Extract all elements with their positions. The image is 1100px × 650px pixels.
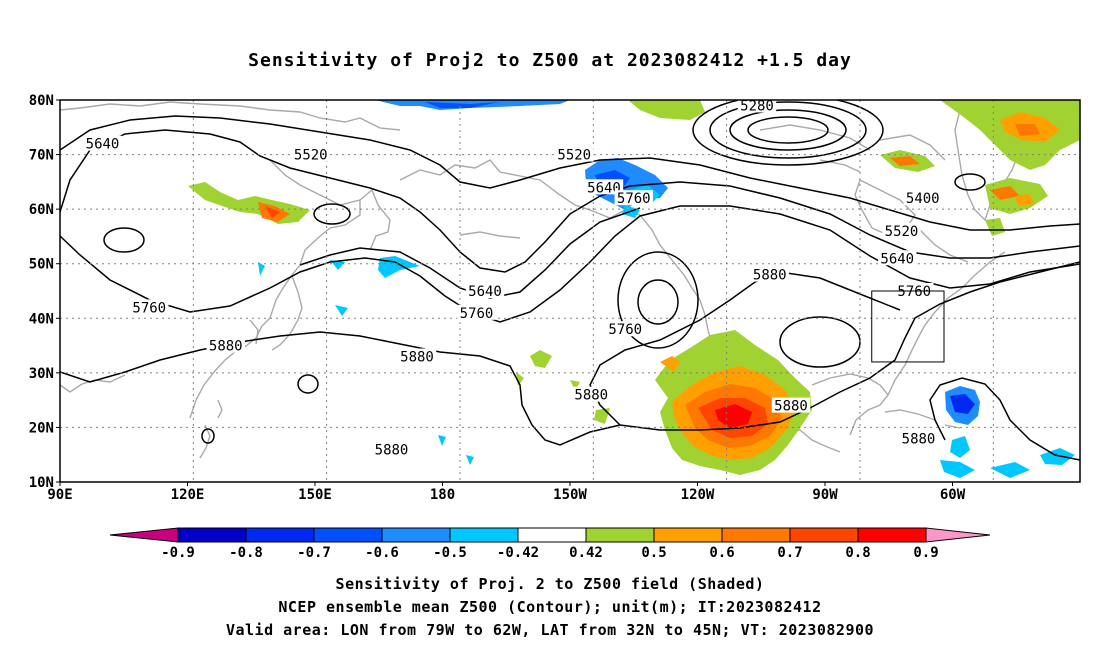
colorbar-label: -0.8 bbox=[229, 545, 263, 561]
colorbar-segment bbox=[449, 527, 519, 543]
colorbar-label: -0.6 bbox=[365, 545, 399, 561]
contour-label: 5640 bbox=[880, 251, 914, 267]
lon-tick-label: 120W bbox=[681, 487, 715, 503]
colorbar-segment bbox=[585, 527, 655, 543]
contour-label-bg bbox=[614, 190, 653, 206]
colorbar-label: -0.9 bbox=[161, 545, 195, 561]
colorbar-segment bbox=[245, 527, 315, 543]
contour-label-bg bbox=[291, 146, 330, 162]
contour-label-bg bbox=[771, 397, 811, 413]
colorbar-segment bbox=[517, 527, 587, 543]
colorbar-high-extend bbox=[925, 527, 991, 543]
sensitivity-shading bbox=[188, 100, 1080, 478]
contour-label: 5760 bbox=[132, 300, 166, 316]
contour-label: 5520 bbox=[885, 224, 919, 240]
lat-tick-label: 40N bbox=[29, 311, 54, 327]
lon-tick-label: 150E bbox=[298, 487, 332, 503]
contour-label: 5280 bbox=[740, 98, 774, 114]
colorbar-segment bbox=[381, 527, 451, 543]
lat-tick-label: 30N bbox=[29, 366, 54, 382]
colorbar-segment bbox=[313, 527, 383, 543]
contour-label-bg bbox=[457, 304, 496, 320]
lon-tick-label: 150W bbox=[553, 487, 587, 503]
colorbar-label: 0.5 bbox=[641, 545, 666, 561]
contour-label-bg bbox=[878, 250, 917, 266]
contour-label: 5760 bbox=[608, 322, 642, 338]
colorbar: -0.9 -0.8 -0.7 -0.6 -0.5 -0.42 0.42 0.5 0.6 0.7 0.… bbox=[109, 527, 991, 561]
contour-label: 5640 bbox=[86, 137, 120, 153]
contour-label: 5520 bbox=[557, 148, 591, 164]
caption-line-2: NCEP ensemble mean Z500 (Contour); unit(… bbox=[278, 598, 822, 616]
colorbar-label: 0.42 bbox=[569, 545, 603, 561]
contour-label: 5760 bbox=[897, 284, 931, 300]
z500-contours bbox=[60, 100, 1080, 461]
colorbar-segment bbox=[721, 527, 791, 543]
lat-tick-label: 50N bbox=[29, 257, 54, 273]
contour-label: 5640 bbox=[468, 284, 502, 300]
contour-label-bg bbox=[899, 430, 938, 446]
lat-tick-label: 60N bbox=[29, 202, 54, 218]
contour-label-bg bbox=[584, 179, 624, 195]
contour-label-bg bbox=[130, 299, 169, 315]
contour-label: 5880 bbox=[400, 349, 434, 365]
contour-label-bg bbox=[606, 321, 645, 337]
colorbar-segment bbox=[857, 527, 927, 543]
contour-label: 5880 bbox=[209, 339, 243, 355]
valid-area-box bbox=[871, 290, 945, 363]
colorbar-segment bbox=[653, 527, 723, 543]
colorbar-label: 0.6 bbox=[709, 545, 734, 561]
colorbar-segment bbox=[789, 527, 859, 543]
contour-label: 5400 bbox=[906, 191, 940, 207]
colorbar-low-extend bbox=[109, 527, 179, 543]
contour-label-bg bbox=[903, 190, 942, 206]
contour-label-bg bbox=[555, 146, 594, 162]
contour-label: 5760 bbox=[460, 306, 494, 322]
caption-line-3: Valid area: LON from 79W to 62W, LAT fro… bbox=[225, 621, 875, 639]
lat-tick-label: 70N bbox=[29, 148, 54, 164]
contour-label-bg bbox=[83, 135, 122, 151]
contour-label-bg bbox=[572, 386, 611, 402]
colorbar-label: -0.7 bbox=[297, 545, 331, 561]
colorbar-label: 0.7 bbox=[777, 545, 802, 561]
contour-label: 5880 bbox=[774, 399, 808, 415]
contour-label: 5880 bbox=[902, 431, 936, 447]
contour-label: 5880 bbox=[375, 442, 409, 458]
colorbar-label: 0.9 bbox=[913, 545, 938, 561]
colorbar-label: -0.5 bbox=[433, 545, 467, 561]
contour-label: 5640 bbox=[587, 180, 621, 196]
colorbar-label: -0.42 bbox=[497, 545, 539, 561]
contour-label-bg bbox=[397, 348, 437, 364]
contour-label-bg bbox=[737, 97, 777, 113]
lon-tick-label: 60W bbox=[940, 487, 966, 503]
contour-label-bg bbox=[750, 266, 789, 282]
lon-tick-label: 180 bbox=[430, 487, 455, 503]
lat-tick-label: 20N bbox=[29, 420, 54, 436]
contour-label: 5880 bbox=[753, 268, 787, 284]
lon-tick-label: 120E bbox=[171, 487, 205, 503]
lat-tick-label: 80N bbox=[29, 93, 54, 109]
contour-label-bg bbox=[465, 283, 505, 298]
contour-label-bg bbox=[895, 283, 934, 298]
contour-label-bg bbox=[206, 337, 245, 353]
lon-tick-label: 90E bbox=[47, 487, 72, 503]
colorbar-label: 0.8 bbox=[845, 545, 870, 561]
lon-tick-label: 90W bbox=[812, 487, 838, 503]
contour-label: 5880 bbox=[574, 388, 608, 404]
lat-tick-label: 10N bbox=[29, 475, 54, 491]
contour-label: 5760 bbox=[617, 191, 651, 207]
contour-label: 5520 bbox=[294, 148, 328, 164]
colorbar-segment bbox=[177, 527, 247, 543]
gridlines bbox=[60, 100, 1080, 482]
caption-line-1: Sensitivity of Proj. 2 to Z500 field (Sh… bbox=[335, 575, 765, 593]
contour-label-bg bbox=[372, 441, 411, 457]
map-title: Sensitivity of Proj2 to Z500 at 20230824… bbox=[248, 50, 852, 71]
contour-label-bg bbox=[882, 222, 921, 238]
